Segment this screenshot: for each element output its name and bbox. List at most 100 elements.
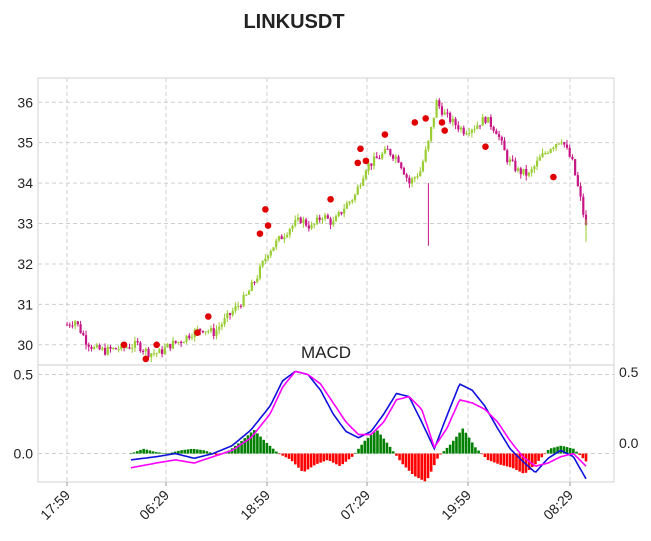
macd-hist-bar bbox=[170, 452, 174, 454]
candle-body bbox=[302, 219, 305, 224]
candle-body bbox=[245, 294, 248, 296]
candle-body bbox=[375, 156, 378, 159]
macd-hist-bar bbox=[215, 453, 218, 455]
candle-body bbox=[93, 347, 96, 349]
macd-hist-bar bbox=[347, 453, 351, 460]
macd-hist-bar bbox=[505, 453, 509, 467]
candle-body bbox=[280, 236, 283, 240]
macd-hist-bar bbox=[199, 449, 202, 454]
macd-hist-bar bbox=[524, 453, 528, 473]
candle-body bbox=[112, 347, 115, 349]
candle-body bbox=[443, 112, 446, 115]
macd-hist-bar bbox=[401, 453, 405, 465]
macd-hist-bar bbox=[249, 432, 253, 454]
candle-body bbox=[503, 140, 506, 151]
macd-hist-bar bbox=[259, 436, 262, 454]
macd-hist-bar bbox=[556, 446, 559, 454]
macd-y-tick-label-left: 0.0 bbox=[14, 446, 34, 462]
macd-hist-bar bbox=[540, 453, 544, 458]
macd-hist-bar bbox=[581, 453, 585, 459]
candle-body bbox=[315, 217, 319, 224]
candle-body bbox=[405, 174, 408, 178]
candle-body bbox=[484, 117, 487, 123]
candle-body bbox=[514, 160, 517, 171]
macd-hist-bar bbox=[331, 453, 335, 463]
candle-body bbox=[277, 236, 281, 241]
x-tick-label: 06:29 bbox=[136, 487, 172, 523]
price-y-tick-label: 35 bbox=[17, 135, 33, 151]
candle-body bbox=[228, 313, 232, 316]
macd-hist-bar bbox=[139, 449, 142, 454]
macd-hist-bar bbox=[281, 453, 284, 456]
candle-body bbox=[258, 266, 262, 279]
candle-body bbox=[242, 294, 245, 307]
candle-body bbox=[136, 341, 139, 343]
signal-marker bbox=[194, 329, 201, 336]
macd-hist-bar bbox=[537, 453, 540, 461]
macd-hist-bar bbox=[154, 452, 158, 454]
macd-frame bbox=[37, 364, 615, 483]
macd-hist-bar bbox=[518, 453, 521, 472]
candle-body bbox=[237, 305, 240, 307]
candle-body bbox=[416, 176, 419, 178]
macd-hist-bar bbox=[461, 428, 465, 454]
candle-body bbox=[370, 163, 373, 166]
macd-hist-bar bbox=[132, 452, 136, 454]
candle-body bbox=[285, 234, 289, 237]
candle-body bbox=[582, 196, 585, 215]
macd-hist-bar bbox=[357, 448, 360, 454]
macd-hist-bar bbox=[268, 445, 272, 454]
macd-hist-bar bbox=[398, 453, 401, 461]
candle-body bbox=[71, 325, 74, 327]
macd-hist-bar bbox=[284, 453, 288, 458]
chart-title: LINKUSDT bbox=[243, 11, 344, 33]
candle-body bbox=[372, 156, 376, 166]
candle-body bbox=[218, 326, 221, 330]
macd-hist-bar bbox=[499, 453, 502, 465]
macd-hist-bar bbox=[575, 451, 578, 454]
macd-hist-bar bbox=[341, 453, 345, 465]
macd-hist-bar bbox=[360, 444, 363, 454]
macd-hist-bar bbox=[297, 453, 300, 468]
candle-body bbox=[413, 177, 416, 179]
candle-body bbox=[386, 148, 389, 150]
candle-body bbox=[324, 215, 327, 219]
candle-body bbox=[457, 125, 460, 130]
candle-body bbox=[326, 215, 329, 219]
signal-marker bbox=[482, 143, 489, 151]
candle-body bbox=[294, 220, 297, 226]
candle-body bbox=[459, 127, 463, 130]
signal-marker bbox=[204, 313, 212, 320]
candle-body bbox=[435, 100, 438, 118]
macd-y-tick-label-right: 0.5 bbox=[619, 364, 639, 380]
candle-body bbox=[190, 337, 194, 339]
candle-body bbox=[511, 159, 514, 161]
macd-hist-bar bbox=[180, 450, 183, 454]
candle-body bbox=[150, 353, 153, 358]
macd-hist-bar bbox=[278, 453, 281, 455]
candle-body bbox=[288, 228, 291, 235]
candle-body bbox=[476, 125, 479, 129]
candle-body bbox=[307, 225, 310, 229]
macd-hist-bar bbox=[470, 442, 474, 454]
candle-body bbox=[462, 127, 465, 135]
candle-body bbox=[364, 170, 368, 179]
candle-body bbox=[438, 100, 441, 107]
macd-hist-bar bbox=[309, 453, 313, 468]
macd-hist-bar bbox=[464, 432, 468, 454]
candle-body bbox=[538, 157, 541, 161]
price-y-tick-label: 30 bbox=[17, 337, 33, 353]
macd-hist-bar bbox=[445, 447, 449, 454]
candle-body bbox=[468, 132, 471, 134]
price-y-ticks: 30 31 32 33 34 35 36 bbox=[17, 94, 33, 353]
candle-body bbox=[492, 126, 495, 131]
price-y-tick-label: 36 bbox=[17, 94, 33, 110]
macd-hist-bar bbox=[161, 452, 164, 454]
price-y-tick-label: 33 bbox=[17, 216, 33, 232]
macd-hist-bar bbox=[442, 451, 446, 454]
signal-marker bbox=[438, 119, 446, 126]
candle-body bbox=[106, 346, 109, 355]
macd-hist-bar bbox=[312, 453, 316, 466]
candle-body bbox=[481, 117, 484, 126]
